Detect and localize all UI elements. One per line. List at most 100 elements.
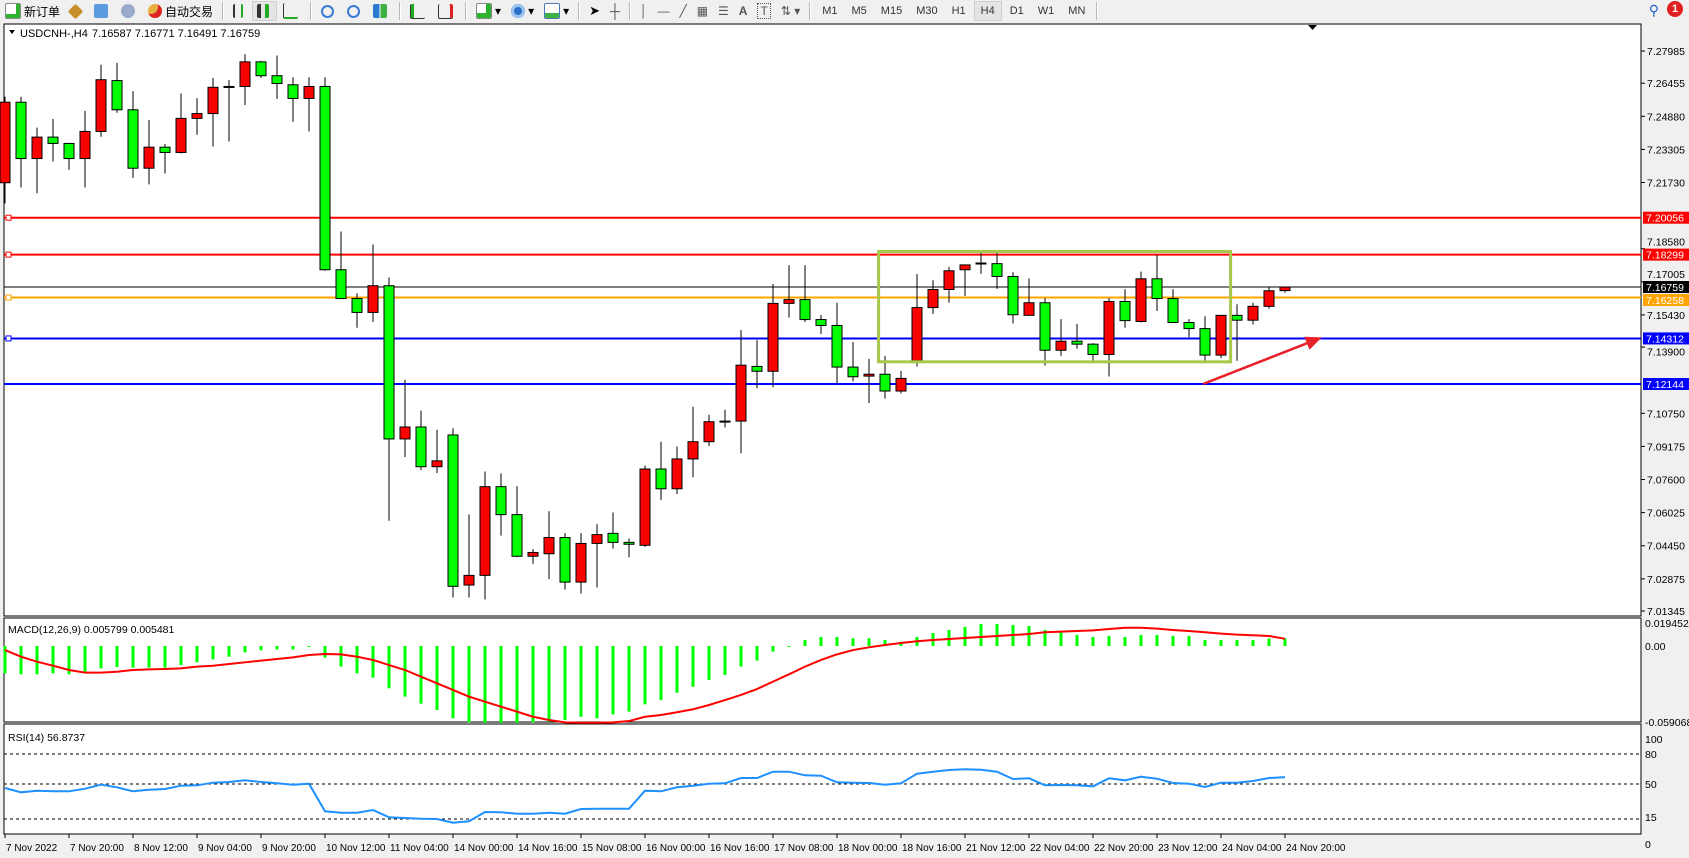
macd-histogram-bar — [659, 646, 663, 701]
candle-body — [991, 263, 1003, 277]
macd-histogram-bar — [211, 646, 215, 660]
new-order-icon — [5, 3, 21, 19]
search-icon[interactable]: ⚲ — [1648, 2, 1659, 18]
vertical-line-button[interactable]: │ — [636, 1, 652, 21]
candle-body — [127, 109, 139, 169]
market-watch-button[interactable] — [66, 1, 88, 21]
timeframe-mn[interactable]: MN — [1068, 5, 1086, 17]
timeframe-m5[interactable]: M5 — [851, 5, 867, 17]
candle-body — [639, 468, 651, 546]
macd-histogram-bar — [803, 639, 807, 646]
candle-body — [959, 264, 971, 271]
candle-body — [79, 130, 91, 160]
auto-trading-button[interactable]: 自动交易 — [144, 1, 217, 21]
text-icon: A — [738, 4, 748, 18]
timeframe-m15[interactable]: M15 — [880, 5, 903, 17]
macd-histogram-bar — [451, 646, 455, 719]
horizontal-line-button[interactable]: — — [653, 1, 673, 21]
text-button[interactable]: A — [735, 1, 752, 21]
bar-chart-button[interactable] — [229, 1, 250, 21]
indicators-button[interactable]: ▾ — [472, 1, 505, 21]
time-label: 23 Nov 12:00 — [1158, 843, 1218, 854]
navigator-icon — [94, 4, 109, 18]
new-order-button[interactable]: 新订单 — [1, 1, 64, 21]
candle-body — [287, 84, 299, 99]
zoom-in-button[interactable] — [317, 1, 341, 21]
macd-histogram-bar — [771, 646, 775, 652]
macd-histogram-bar — [1059, 632, 1063, 646]
zoom-out-icon — [347, 4, 361, 18]
timeframe-d1[interactable]: D1 — [1009, 5, 1024, 17]
candle-body — [1135, 278, 1147, 322]
candle-body — [767, 302, 779, 372]
horizontal-line-icon: — — [657, 4, 670, 18]
macd-histogram-bar — [339, 646, 343, 667]
timeframe-h4[interactable]: H4 — [973, 1, 1002, 21]
timeframe-h1[interactable]: H1 — [951, 5, 966, 17]
arrow-head-icon — [1304, 336, 1322, 350]
macd-histogram-bar — [67, 646, 71, 675]
navigator-button[interactable] — [90, 1, 115, 21]
periods-button[interactable]: ▾ — [507, 1, 538, 21]
candle-body — [63, 142, 75, 160]
macd-histogram-bar — [1187, 635, 1191, 646]
timeframe-w1[interactable]: W1 — [1037, 5, 1055, 17]
line-anchor-handle — [5, 214, 12, 221]
crosshair-button[interactable]: ┼ — [606, 1, 624, 21]
price-label: 7.18299 — [1646, 250, 1684, 262]
candle-body — [239, 61, 251, 87]
macd-histogram-bar — [147, 646, 151, 668]
price-tick-label: 7.01345 — [1647, 606, 1685, 618]
candle-body — [463, 574, 475, 586]
timeframe-m30[interactable]: M30 — [916, 5, 938, 17]
text-label-button[interactable]: T — [753, 1, 774, 21]
timeframe-m1[interactable]: M1 — [822, 5, 838, 17]
macd-histogram-bar — [739, 646, 743, 667]
macd-histogram-bar — [19, 646, 23, 675]
candlestick-button[interactable] — [252, 1, 278, 21]
price-label-box — [1643, 294, 1689, 307]
macd-histogram-bar — [483, 646, 487, 723]
templates-button[interactable]: ▾ — [540, 1, 573, 21]
periods-icon — [511, 4, 526, 18]
time-label: 7 Nov 2022 — [6, 843, 58, 854]
macd-histogram-bar — [1155, 635, 1159, 646]
macd-histogram-bar — [403, 646, 407, 697]
notifications-badge[interactable]: 1 — [1667, 1, 1683, 17]
macd-panel — [3, 617, 1642, 723]
candle-body — [1231, 314, 1243, 321]
fibo-fan-button[interactable]: ☰ — [714, 1, 733, 21]
candle-body — [1199, 328, 1211, 356]
cursor-button[interactable]: ➤ — [585, 1, 604, 21]
chart-shift-button[interactable] — [434, 1, 460, 21]
candle-body — [495, 486, 507, 516]
candle-body — [1007, 275, 1019, 316]
arrows-button[interactable]: ⇅ ▾ — [777, 1, 804, 21]
trendline-button[interactable]: ╱ — [675, 1, 690, 21]
macd-histogram-bar — [1235, 639, 1239, 646]
separator — [1096, 2, 1099, 20]
candle-body — [303, 85, 315, 99]
chart-window[interactable]: USDCNH-,H4 7.16587 7.16771 7.16491 7.1675… — [0, 22, 1689, 858]
candle-body — [1103, 300, 1115, 355]
candle-body — [831, 324, 843, 368]
candle-body — [159, 146, 171, 153]
vertical-line-icon: │ — [639, 4, 648, 18]
signals-button[interactable] — [117, 1, 142, 21]
auto-scroll-button[interactable] — [406, 1, 432, 21]
macd-histogram-bar — [515, 646, 519, 723]
tile-windows-button[interactable] — [369, 1, 394, 21]
price-label-box — [1643, 211, 1689, 224]
time-label: 24 Nov 20:00 — [1286, 843, 1346, 854]
zoom-out-button[interactable] — [343, 1, 367, 21]
macd-histogram-bar — [547, 646, 551, 722]
time-label: 18 Nov 00:00 — [838, 843, 898, 854]
fibonacci-button[interactable]: ▦ — [693, 1, 712, 21]
macd-histogram-bar — [867, 638, 871, 646]
line-chart-button[interactable] — [279, 1, 305, 21]
price-tick-label: 7.26455 — [1647, 78, 1685, 90]
price-tick-label: 7.18580 — [1647, 237, 1685, 249]
new-order-label: 新订单 — [24, 4, 61, 19]
candle-body — [911, 307, 923, 362]
trend-arrow-line — [1202, 341, 1310, 386]
